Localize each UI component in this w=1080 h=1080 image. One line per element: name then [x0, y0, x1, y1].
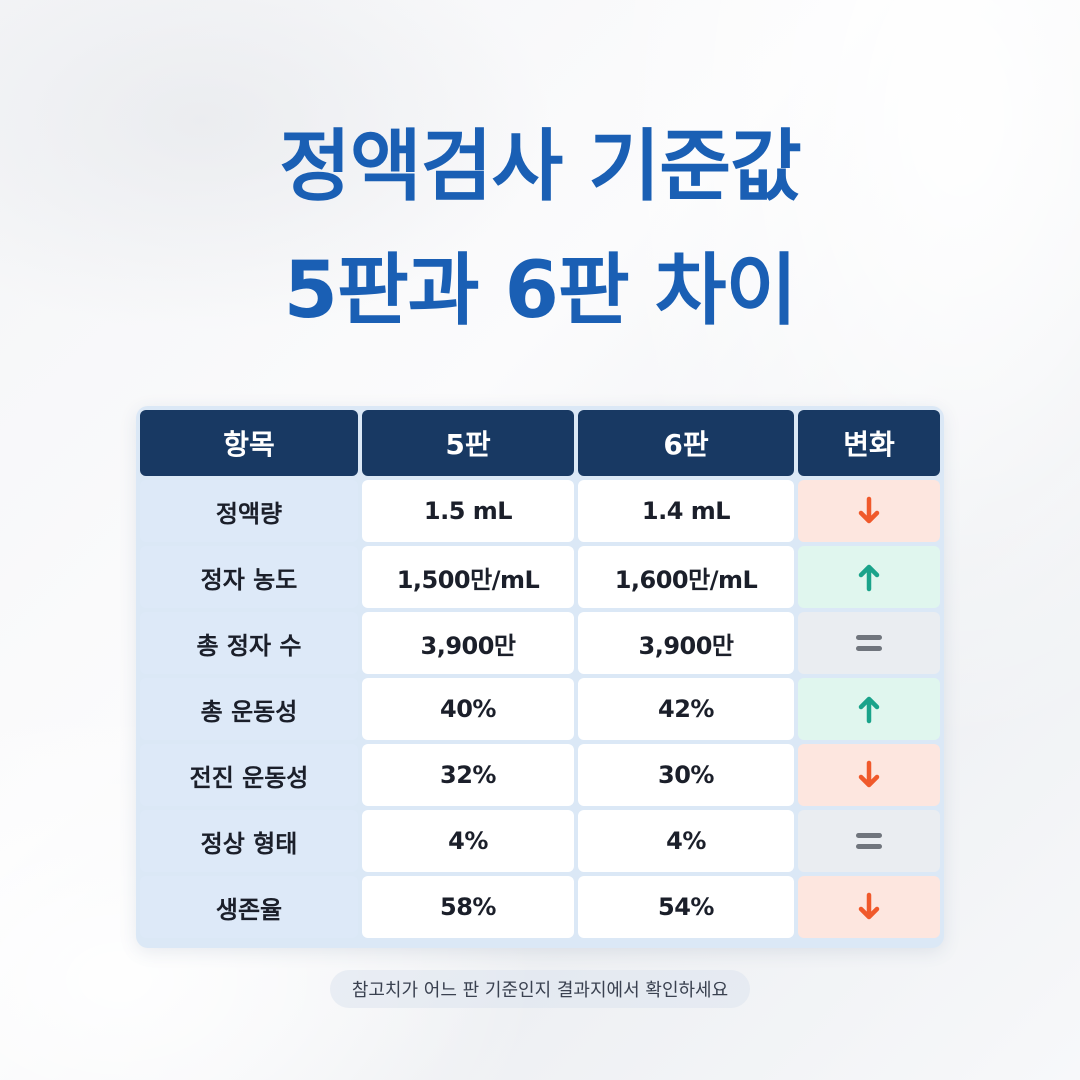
equals-icon: [856, 833, 882, 849]
table-row: 정액량 1.5 mL 1.4 mL: [140, 480, 940, 542]
comparison-table: 항목 5판 6판 변화 정액량 1.5 mL 1.4 mL 정자 농도 1,500만/m…: [136, 406, 944, 948]
row-value-5th: 32%: [362, 744, 574, 806]
row-value-5th: 4%: [362, 810, 574, 872]
header-change: 변화: [798, 410, 940, 476]
row-item-label: 총 정자 수: [140, 612, 358, 674]
title-line-1: 정액검사 기준값: [279, 122, 801, 212]
header-5th-edition: 5판: [362, 410, 574, 476]
row-change-cell: [798, 546, 940, 608]
row-value-5th: 40%: [362, 678, 574, 740]
row-change-cell: [798, 612, 940, 674]
arrow-up-icon: [858, 564, 880, 592]
row-value-6th: 30%: [578, 744, 794, 806]
arrow-down-icon: [858, 760, 880, 788]
row-value-5th: 58%: [362, 876, 574, 938]
arrow-up-icon: [858, 696, 880, 724]
row-change-cell: [798, 744, 940, 806]
row-change-cell: [798, 480, 940, 542]
row-value-6th: 1,600만/mL: [578, 546, 794, 608]
row-change-cell: [798, 810, 940, 872]
row-item-label: 총 운동성: [140, 678, 358, 740]
table-row: 정자 농도 1,500만/mL 1,600만/mL: [140, 546, 940, 608]
table-row: 정상 형태 4% 4%: [140, 810, 940, 872]
header-item: 항목: [140, 410, 358, 476]
row-item-label: 정상 형태: [140, 810, 358, 872]
row-value-5th: 3,900만: [362, 612, 574, 674]
row-change-cell: [798, 876, 940, 938]
row-change-cell: [798, 678, 940, 740]
arrow-down-icon: [858, 496, 880, 524]
row-value-6th: 4%: [578, 810, 794, 872]
row-item-label: 생존율: [140, 876, 358, 938]
table-row: 총 정자 수 3,900만 3,900만: [140, 612, 940, 674]
table-row: 생존율 58% 54%: [140, 876, 940, 938]
equals-icon: [856, 635, 882, 651]
row-item-label: 정액량: [140, 480, 358, 542]
row-item-label: 전진 운동성: [140, 744, 358, 806]
row-value-6th: 54%: [578, 876, 794, 938]
row-value-6th: 1.4 mL: [578, 480, 794, 542]
row-value-6th: 3,900만: [578, 612, 794, 674]
footnote: 참고치가 어느 판 기준인지 결과지에서 확인하세요: [330, 970, 750, 1008]
table-row: 전진 운동성 32% 30%: [140, 744, 940, 806]
title-line-2: 5판과 6판 차이: [283, 246, 798, 336]
row-value-6th: 42%: [578, 678, 794, 740]
table-header-row: 항목 5판 6판 변화: [140, 410, 940, 476]
table-row: 총 운동성 40% 42%: [140, 678, 940, 740]
row-value-5th: 1,500만/mL: [362, 546, 574, 608]
header-6th-edition: 6판: [578, 410, 794, 476]
row-value-5th: 1.5 mL: [362, 480, 574, 542]
arrow-down-icon: [858, 892, 880, 920]
row-item-label: 정자 농도: [140, 546, 358, 608]
